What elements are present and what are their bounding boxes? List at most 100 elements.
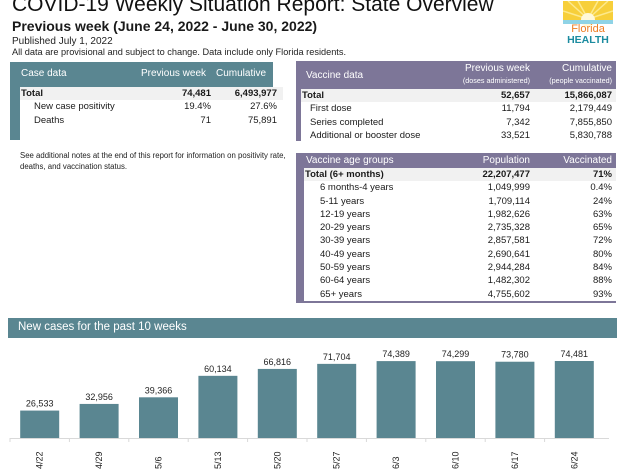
age-cell-pop: 2,690,641	[487, 248, 530, 260]
age-cell-label: 30-39 years	[320, 235, 371, 247]
report-period: Previous week (June 24, 2022 - June 30, …	[12, 18, 318, 34]
published-date: Published July 1, 2022	[12, 36, 113, 47]
age-cell-vac: 71%	[592, 169, 612, 180]
age-cell-label: 5-11 years	[320, 195, 365, 207]
new-cases-bar-chart: 26,533 4/22 32,956 4/29 39,366 5/6 60,134 5/13 6…	[9, 349, 609, 469]
table-row: Total (6+ months) 22,207,477 71%	[304, 168, 616, 182]
vaccine-subcol-prev: (doses administered)	[462, 76, 530, 85]
case-data-table: Case data Previous week Cumulative Total…	[10, 62, 283, 140]
age-cell-vac: 84%	[592, 262, 612, 274]
data-label: 71,704	[323, 352, 351, 362]
table-row: 5-11 years 1,709,114 24%	[304, 195, 616, 208]
data-label: 32,956	[85, 392, 113, 402]
data-label: 74,389	[382, 349, 410, 359]
age-cell-vac: 93%	[592, 288, 612, 300]
bar-5/27	[317, 363, 357, 438]
bar-5/20	[257, 368, 297, 438]
x-tick-label: 4/29	[94, 451, 104, 469]
table-row: 6 months-4 years 1,049,999 0.4%	[304, 181, 616, 194]
vaccine-data-table: Vaccine data Previous week (doses admini…	[296, 61, 616, 143]
x-tick-label: 6/10	[451, 451, 461, 469]
bar-5/6	[139, 397, 178, 438]
table-row: 40-49 years 2,690,641 80%	[304, 248, 616, 261]
x-tick-label: 5/27	[332, 451, 342, 469]
bar-6/17	[495, 361, 535, 438]
bar-6/10	[436, 361, 475, 438]
data-label: 74,299	[442, 349, 470, 359]
chart-title: New cases for the past 10 weeks	[18, 321, 187, 333]
age-cell-pop: 2,857,581	[487, 235, 530, 247]
age-cell-pop: 1,482,302	[487, 275, 530, 287]
table-row: New case positivity 19.4% 27.6%	[34, 101, 277, 113]
age-col-pop: Population	[482, 155, 530, 166]
x-tick-label: 6/3	[391, 456, 401, 469]
x-tick-label: 5/13	[213, 451, 223, 469]
age-cell-pop: 1,982,626	[487, 208, 530, 220]
table-row: Total 74,481 6,493,977	[20, 87, 283, 101]
table-row: 65+ years 4,755,602 93%	[304, 288, 616, 301]
bar-6/3	[376, 361, 416, 438]
bar-4/22	[20, 410, 60, 438]
age-cell-label: 60-64 years	[320, 275, 371, 287]
table-row: 60-64 years 1,482,302 88%	[304, 274, 616, 287]
age-cell-vac: 65%	[592, 222, 612, 234]
disclaimer: All data are provisional and subject to …	[12, 47, 347, 57]
data-label: 60,134	[204, 364, 232, 374]
age-col-vac: Vaccinated	[563, 155, 612, 166]
table-row: Additional or booster dose 33,521 5,830,…	[310, 129, 612, 141]
table-row: First dose 11,794 2,179,449	[310, 103, 612, 115]
page-title: COVID-19 Weekly Situation Report: State …	[12, 0, 494, 16]
case-col-label: Case data	[21, 68, 67, 79]
case-col-cum: Cumulative	[216, 68, 267, 79]
bar-5/13	[198, 375, 238, 438]
chart-title-bar: New cases for the past 10 weeks	[8, 318, 617, 338]
age-cell-pop: 22,207,477	[482, 169, 530, 180]
table-row: 50-59 years 2,944,284 84%	[304, 261, 616, 274]
table-row: 12-19 years 1,982,626 63%	[304, 208, 616, 221]
data-label: 74,481	[561, 349, 589, 359]
age-cell-vac: 72%	[592, 235, 612, 247]
age-cell-pop: 2,735,328	[487, 222, 530, 234]
vaccine-col-prev: Previous week	[464, 63, 530, 74]
bar-6/24	[554, 361, 594, 438]
vaccine-col-label: Vaccine data	[306, 70, 364, 81]
age-cell-label: 6 months-4 years	[320, 182, 394, 194]
table-row: Deaths 71 75,891	[34, 114, 277, 126]
age-cell-label: 20-29 years	[320, 222, 371, 234]
vaccine-col-cum: Cumulative	[561, 63, 612, 74]
table-row: Series completed 7,342 7,855,850	[310, 116, 612, 128]
age-cell-pop: 2,944,284	[487, 262, 530, 274]
x-tick-label: 5/20	[272, 451, 282, 469]
table-row: 20-29 years 2,735,328 65%	[304, 221, 616, 234]
age-col-label: Vaccine age groups	[306, 155, 394, 166]
age-cell-pop: 4,755,602	[487, 288, 530, 300]
age-cell-vac: 63%	[592, 208, 612, 220]
additional-notes: See additional notes at the end of this …	[20, 151, 286, 171]
x-tick-label: 4/22	[35, 451, 45, 469]
age-cell-label: 12-19 years	[320, 208, 371, 220]
age-cell-label: 65+ years	[320, 288, 362, 300]
age-cell-pop: 1,049,999	[487, 182, 530, 194]
age-cell-pop: 1,709,114	[488, 195, 530, 207]
bar-4/29	[79, 403, 119, 438]
logo-florida-text: Florida	[571, 23, 606, 35]
x-tick-label: 5/6	[154, 456, 164, 469]
age-cell-vac: 80%	[592, 248, 612, 260]
data-label: 73,780	[501, 350, 529, 360]
age-cell-vac: 88%	[592, 275, 612, 287]
age-cell-vac: 0.4%	[590, 182, 612, 194]
vaccine-subcol-cum: (people vaccinated)	[549, 76, 612, 85]
data-label: 26,533	[26, 399, 54, 409]
case-col-prev: Previous week	[141, 68, 207, 79]
table-row: Total 52,657 15,866,087	[301, 89, 616, 103]
age-cell-label: Total (6+ months)	[305, 169, 384, 180]
age-cell-label: 40-49 years	[320, 248, 371, 260]
x-tick-label: 6/24	[569, 451, 579, 469]
table-row: 30-39 years 2,857,581 72%	[304, 234, 616, 247]
sun-logo-icon: Florida HEALTH	[562, 0, 614, 46]
age-cell-vac: 24%	[592, 195, 612, 207]
florida-health-logo: Florida HEALTH	[562, 0, 614, 46]
data-label: 39,366	[145, 385, 173, 395]
x-tick-label: 6/17	[510, 451, 520, 469]
age-cell-label: 50-59 years	[320, 262, 371, 274]
